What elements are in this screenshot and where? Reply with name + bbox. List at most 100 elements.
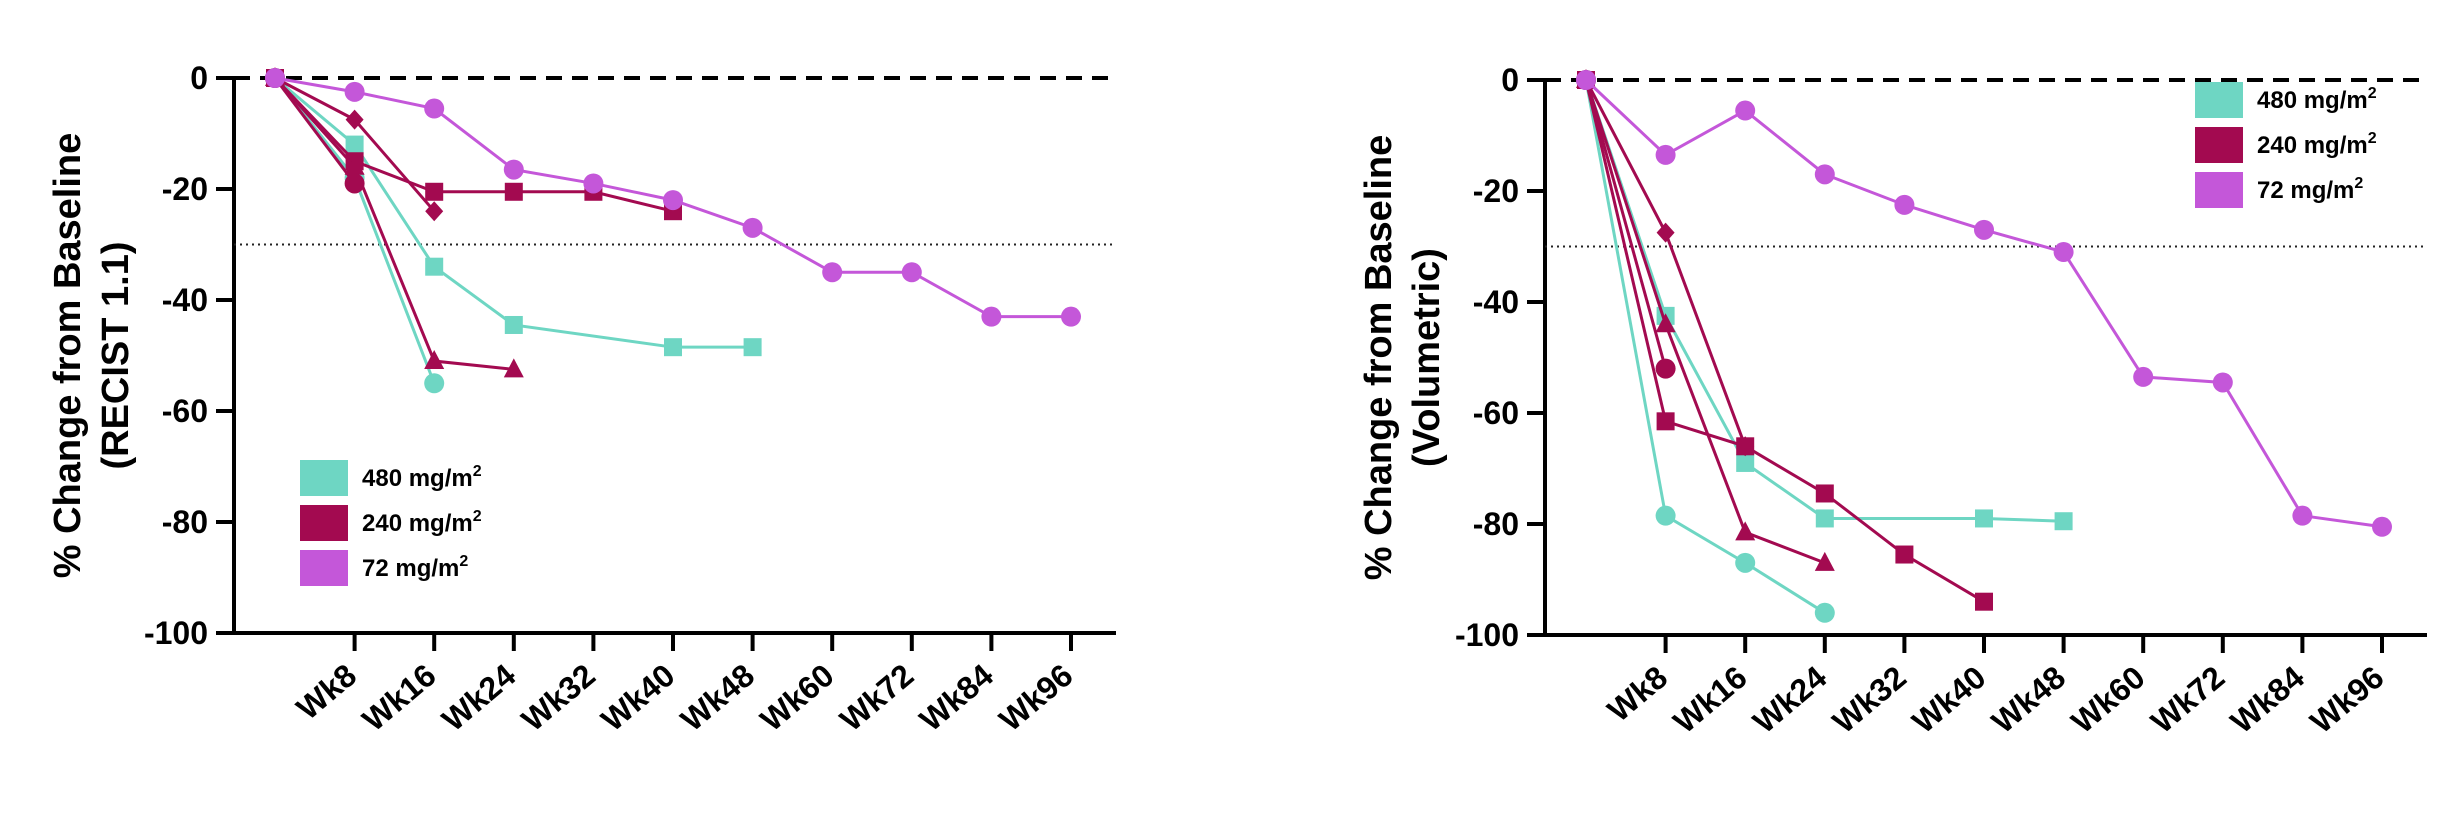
data-point-diamond (1736, 436, 1755, 457)
data-point-square (664, 338, 682, 357)
data-point-circle (344, 173, 365, 194)
y-tick-label: -20 (1473, 173, 1519, 209)
data-point-square (1975, 592, 1993, 611)
data-point-circle (1655, 358, 1676, 379)
data-point-square (425, 257, 444, 276)
series-line (1584, 79, 1985, 603)
legend-label-superscript: 2 (2368, 130, 2377, 147)
series-line (273, 76, 674, 213)
y-axis-label-line2: (Volumetric) (1406, 248, 1448, 467)
legend-label-superscript: 2 (473, 508, 482, 525)
x-tick-label: Wk96 (992, 657, 1079, 738)
y-tick-label: 0 (1501, 62, 1519, 98)
data-point-square (1736, 453, 1755, 472)
data-point-triangle (1655, 313, 1676, 333)
y-axis-label-line2: (RECIST 1.1) (95, 241, 137, 469)
x-tick-label: Wk72 (833, 657, 920, 738)
y-axis-label: % Change from Baseline (RECIST 1.1) (47, 133, 137, 579)
data-point-triangle (1814, 551, 1835, 571)
y-tick-label: 0 (190, 60, 208, 96)
legend-swatch-72 (2195, 172, 2243, 208)
data-point-circle (1735, 100, 1756, 121)
series-line (1584, 79, 1826, 615)
legend-swatch-72 (300, 550, 348, 586)
data-point-diamond (1656, 222, 1675, 243)
data-point-circle (1655, 505, 1676, 526)
chart-panel-1: 0 -20 -40 -60 -80 -100 Wk8Wk16Wk24Wk32Wk40Wk48… (47, 60, 1116, 738)
data-point-circle (503, 159, 524, 180)
legend-label-text: 240 mg/m (2257, 132, 2368, 159)
data-point-circle (2133, 366, 2154, 387)
y-tick-label: -100 (1455, 617, 1519, 653)
legend-label-text: 72 mg/m (2257, 177, 2354, 204)
data-point-circle (2053, 242, 2074, 263)
data-point-diamond (345, 109, 364, 130)
data-point-triangle (503, 358, 524, 378)
data-point-square (1815, 484, 1834, 503)
x-tick-label: Wk16 (1667, 659, 1754, 740)
legend-label-240: 240 mg/m2 (362, 508, 482, 537)
series-240-square (1577, 71, 1993, 611)
legend-label-72: 72 mg/m2 (362, 553, 468, 582)
x-tick-label: Wk48 (674, 657, 761, 738)
data-point-circle (2372, 516, 2392, 537)
series-line (273, 76, 514, 371)
data-point-circle (583, 173, 604, 194)
data-point-circle (344, 81, 365, 102)
x-tick-label: Wk84 (2224, 659, 2311, 740)
data-point-circle (424, 373, 445, 394)
legend-label-text: 72 mg/m (362, 555, 459, 582)
data-point-circle (1974, 219, 1994, 240)
data-point-square (345, 135, 364, 154)
data-point-circle (1576, 70, 1596, 90)
legend-label-text: 240 mg/m (362, 510, 473, 537)
legend-swatch-480 (300, 460, 348, 496)
data-point-square (504, 315, 523, 334)
legend-label-text: 480 mg/m (2257, 87, 2368, 114)
legend-label-480: 480 mg/m2 (2257, 85, 2377, 114)
data-point-circle (822, 262, 843, 283)
data-point-diamond (425, 201, 444, 222)
legend-label-72: 72 mg/m2 (2257, 175, 2363, 204)
data-point-circle (1655, 144, 1676, 165)
x-tick-label: Wk72 (2144, 659, 2231, 740)
legend-label-superscript: 2 (473, 463, 482, 480)
legend-label-superscript: 2 (459, 553, 468, 570)
data-point-circle (901, 262, 922, 283)
x-tick-label: Wk84 (913, 657, 1000, 738)
y-axis-label-line1: % Change from Baseline (47, 133, 89, 579)
data-point-square (1895, 545, 1914, 564)
data-point-square (1975, 509, 1993, 528)
data-point-circle (663, 190, 683, 211)
legend-swatch-240 (2195, 127, 2243, 163)
series-line (1584, 79, 1747, 447)
series-72-circle (265, 68, 1081, 327)
y-axis-label-line1: % Change from Baseline (1358, 135, 1400, 581)
series-line (273, 77, 356, 185)
x-tick-label: Wk96 (2303, 659, 2390, 740)
data-point-square (2054, 512, 2073, 531)
x-tick-label: Wk24 (435, 657, 522, 738)
legend-label-superscript: 2 (2354, 175, 2363, 192)
data-point-triangle (1735, 521, 1756, 541)
y-tick-label: -100 (144, 615, 208, 651)
series-line (1584, 79, 2064, 523)
series-line (1584, 79, 1668, 369)
y-tick-label: -60 (1473, 395, 1519, 431)
y-tick-label: -80 (162, 504, 208, 540)
legend-label-text: 480 mg/m (362, 465, 473, 492)
legend-swatch-240 (300, 505, 348, 541)
data-point-circle (742, 217, 763, 238)
series-line (274, 76, 753, 349)
data-point-square (1815, 509, 1834, 528)
data-point-square (504, 182, 523, 201)
data-point-triangle (424, 350, 445, 370)
x-tick-label: Wk32 (1826, 659, 1913, 740)
data-point-square (743, 338, 762, 357)
x-tick-label: Wk60 (754, 657, 841, 738)
series-line (1584, 79, 1826, 565)
